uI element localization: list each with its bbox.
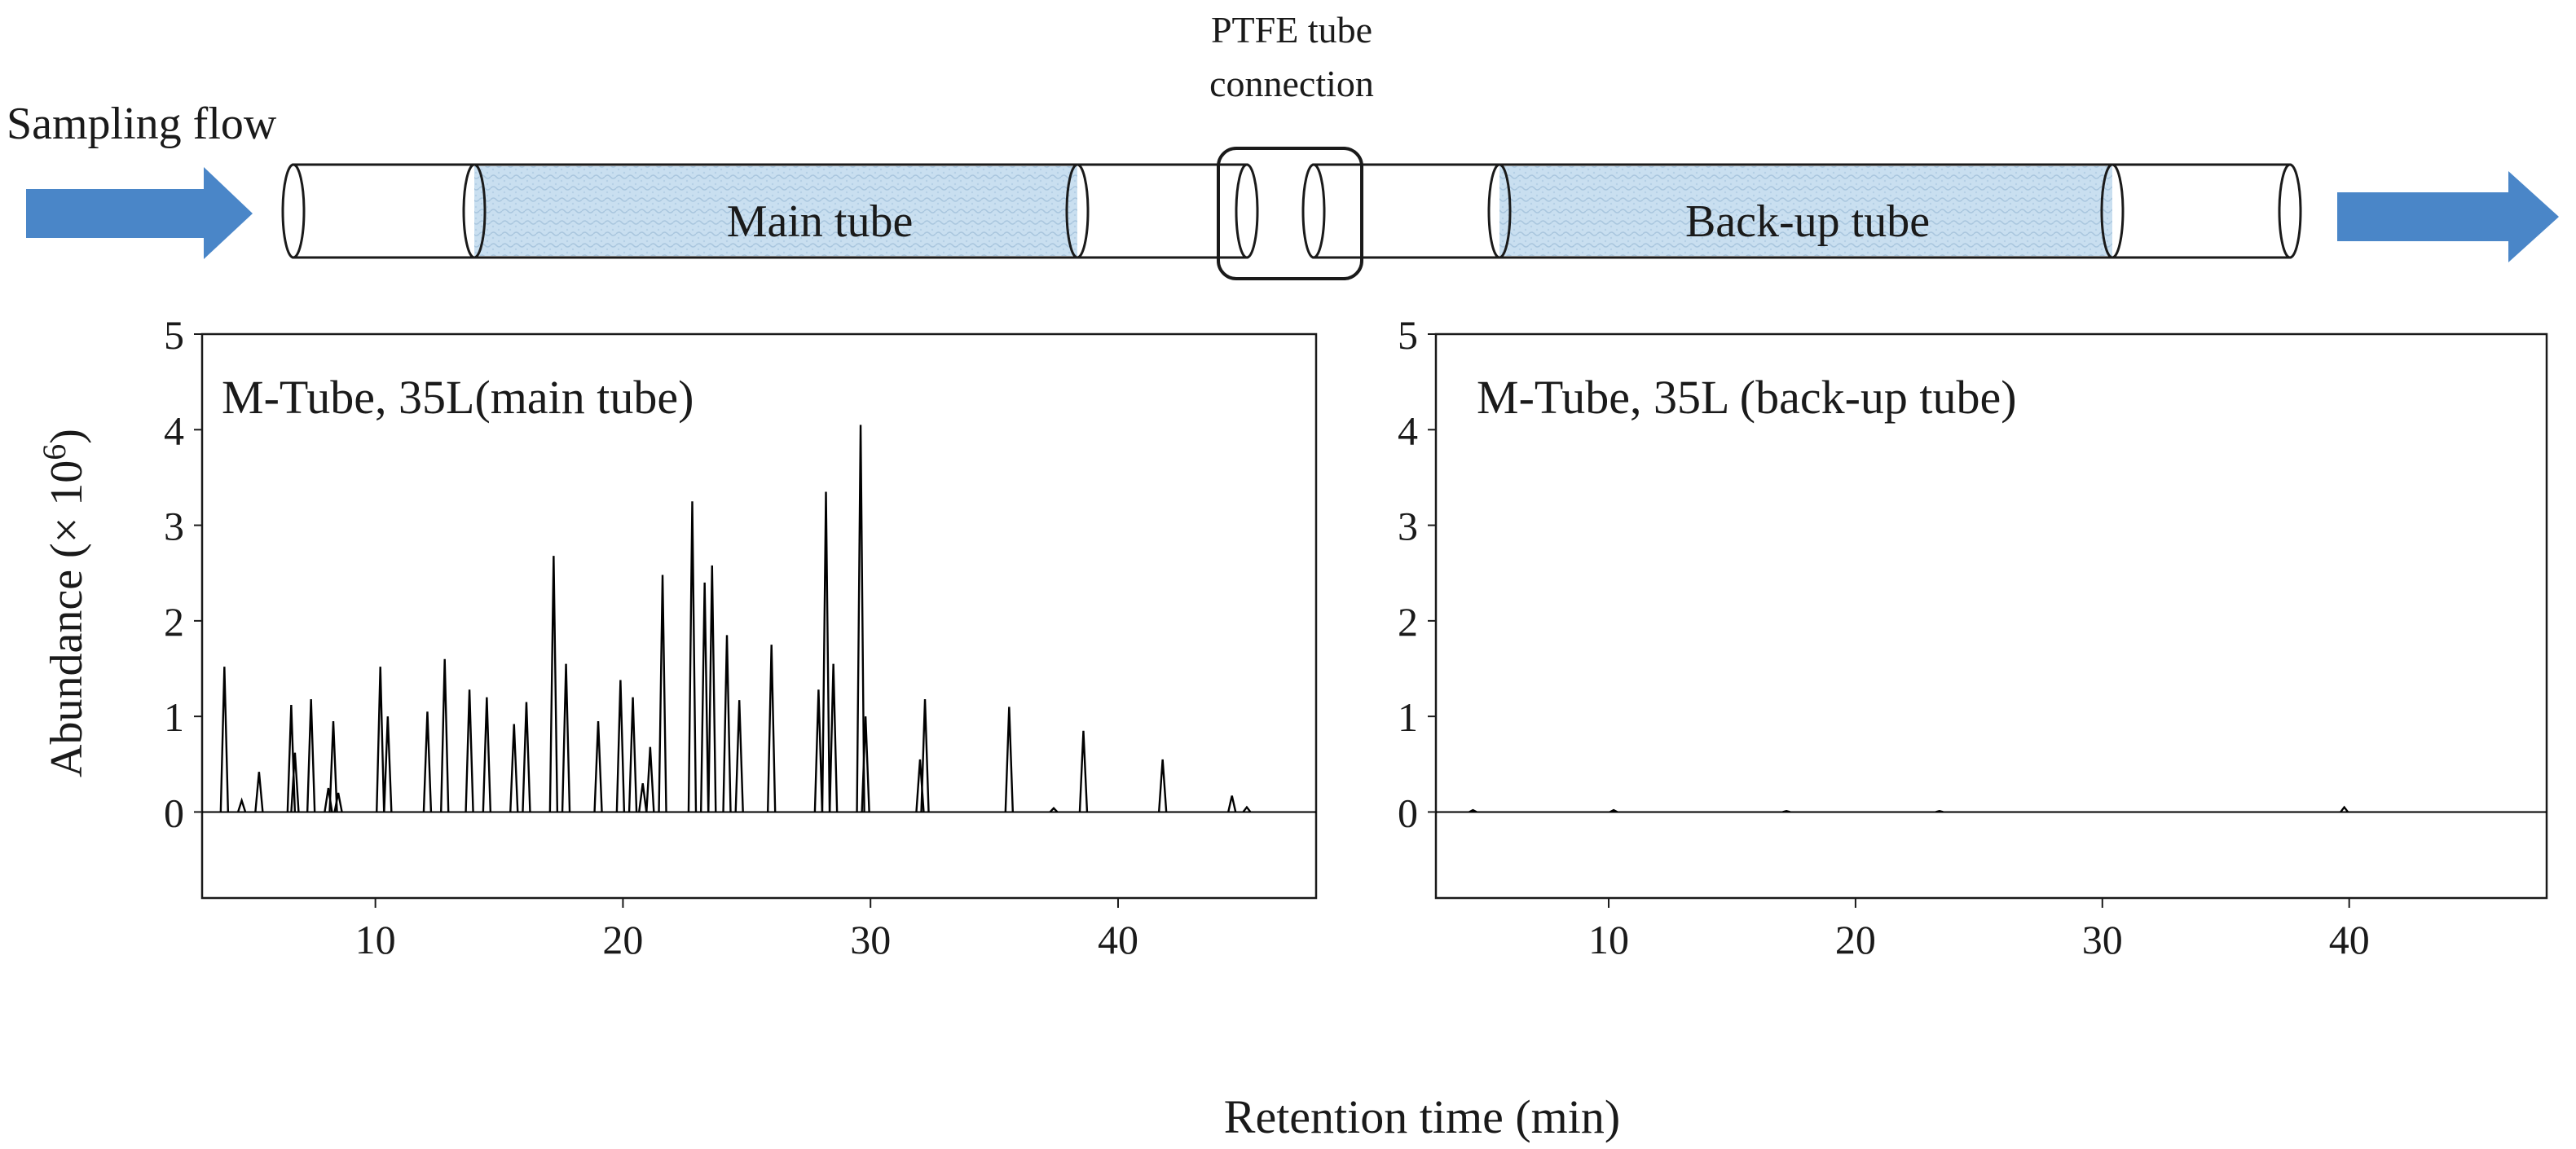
x-tick-label: 20 bbox=[1835, 917, 1876, 962]
y-tick-label: 0 bbox=[1398, 790, 1418, 835]
chromatogram-peak bbox=[2340, 805, 2349, 813]
x-tick-label: 40 bbox=[2329, 917, 2370, 962]
chromatogram-peak bbox=[522, 702, 531, 812]
y-tick-label: 1 bbox=[1398, 694, 1418, 740]
chromatogram-peak bbox=[615, 680, 626, 812]
chromatogram-peak bbox=[306, 699, 316, 812]
y-tick-label: 3 bbox=[1398, 504, 1418, 549]
x-tick-label: 10 bbox=[355, 917, 396, 962]
x-tick-label: 30 bbox=[850, 917, 891, 962]
chromatogram-peak bbox=[707, 565, 717, 812]
chromatogram-peak bbox=[1469, 808, 1477, 813]
sampling-flow-label: Sampling flow bbox=[7, 99, 277, 149]
main-tube-label: Main tube bbox=[727, 196, 914, 247]
chromatogram-peak bbox=[734, 700, 744, 812]
y-tick-label: 1 bbox=[164, 694, 184, 740]
ptfe-connector bbox=[1217, 147, 1363, 280]
ptfe-label-line1: PTFE tube bbox=[1211, 9, 1372, 51]
chromatogram-peak bbox=[821, 491, 831, 812]
chromatogram-peak bbox=[383, 716, 393, 812]
ptfe-label-line2: connection bbox=[1209, 63, 1374, 104]
chromatogram-peak bbox=[1227, 795, 1237, 812]
x-tick-label: 40 bbox=[1098, 917, 1138, 962]
chromatogram-peak bbox=[333, 792, 343, 812]
x-axis-title: Retention time (min) bbox=[1224, 1090, 1620, 1143]
chromatogram-peak bbox=[376, 667, 385, 812]
chromatogram-peak bbox=[1782, 810, 1790, 813]
chromatogram-peak bbox=[219, 667, 230, 812]
y-tick-label: 4 bbox=[164, 407, 184, 453]
chromatogram-peak bbox=[828, 663, 839, 812]
chromatogram-peak bbox=[1004, 707, 1015, 812]
chromatogram-peak bbox=[328, 720, 338, 812]
y-tick-label: 0 bbox=[164, 790, 184, 835]
chromatogram-peak bbox=[254, 772, 264, 812]
y-axis-title-suffix: ) bbox=[42, 429, 92, 444]
chromatogram-peak bbox=[722, 635, 732, 812]
chart-title-main: M-Tube, 35L(main tube) bbox=[222, 371, 694, 424]
x-tick-label: 10 bbox=[1588, 917, 1629, 962]
main-tube: Main tube bbox=[281, 163, 1259, 259]
chart-title-backup: M-Tube, 35L (back-up tube) bbox=[1477, 371, 2017, 424]
chromatogram-peak bbox=[236, 797, 247, 812]
y-axis-title: Abundance (× 106) bbox=[36, 429, 92, 777]
chromatogram-peak bbox=[465, 689, 474, 812]
plot-frame-backup bbox=[1434, 332, 2548, 900]
chromatogram-peak bbox=[766, 645, 777, 812]
main-tube-packing bbox=[474, 166, 1077, 256]
chromatogram-peak bbox=[658, 574, 667, 812]
plot-frame-main bbox=[200, 332, 1318, 900]
chromatogram-peak bbox=[1242, 805, 1252, 813]
y-tick-label: 3 bbox=[164, 504, 184, 549]
chromatogram-peak bbox=[561, 663, 571, 812]
chromatogram-peak bbox=[1049, 807, 1059, 813]
chromatogram-peak bbox=[1157, 759, 1168, 812]
y-tick-label: 2 bbox=[1398, 599, 1418, 645]
backup-tube-packing bbox=[1499, 166, 2112, 256]
chromatogram-peak bbox=[548, 556, 559, 812]
chromatogram-peak bbox=[920, 699, 930, 812]
chromatogram-peak bbox=[645, 746, 655, 812]
chromatogram-peak bbox=[440, 658, 450, 812]
y-axis-title-prefix: Abundance (× 10 bbox=[42, 460, 92, 777]
sampling-schematic: Sampling flow Main tube Back-up tube PTF… bbox=[7, 9, 2559, 280]
chromatogram-peak bbox=[813, 689, 824, 812]
chromatogram-peak bbox=[627, 697, 638, 812]
y-axis-title-exponent: 6 bbox=[36, 444, 73, 460]
chromatogram-peak bbox=[593, 720, 603, 812]
chromatogram-peak bbox=[1935, 810, 1944, 813]
inlet-arrow bbox=[26, 167, 253, 259]
chromatogram-peak bbox=[856, 425, 865, 812]
backup-tube: Back-up tube bbox=[1301, 163, 2302, 259]
chromatogram-peak bbox=[1078, 730, 1089, 812]
chromatogram-peak bbox=[509, 724, 519, 812]
chromatogram-peak bbox=[482, 697, 492, 812]
y-tick-label: 5 bbox=[164, 312, 184, 358]
backup-tube-label: Back-up tube bbox=[1685, 196, 1930, 247]
outlet-arrow bbox=[2337, 171, 2559, 262]
x-tick-label: 30 bbox=[2082, 917, 2123, 962]
backup-tube-chromatogram: M-Tube, 35L (back-up tube) 0 1 2 3 4 5 10 20 30 4… bbox=[1398, 312, 2548, 962]
x-tick-label: 20 bbox=[602, 917, 643, 962]
chromatogram-peak bbox=[1609, 808, 1618, 813]
chromatogram-peak bbox=[422, 711, 433, 812]
chromatogram-peak bbox=[699, 582, 710, 812]
chromatogram-peak bbox=[687, 501, 698, 812]
y-tick-label: 4 bbox=[1398, 407, 1418, 453]
main-tube-chromatogram: M-Tube, 35L(main tube) Abundance (× 106)… bbox=[36, 312, 1318, 962]
y-tick-label: 5 bbox=[1398, 312, 1418, 358]
chromatogram-peak bbox=[290, 752, 300, 812]
chromatogram-peak bbox=[861, 716, 870, 812]
chromatogram-peak bbox=[638, 783, 648, 812]
y-tick-label: 2 bbox=[164, 599, 184, 645]
